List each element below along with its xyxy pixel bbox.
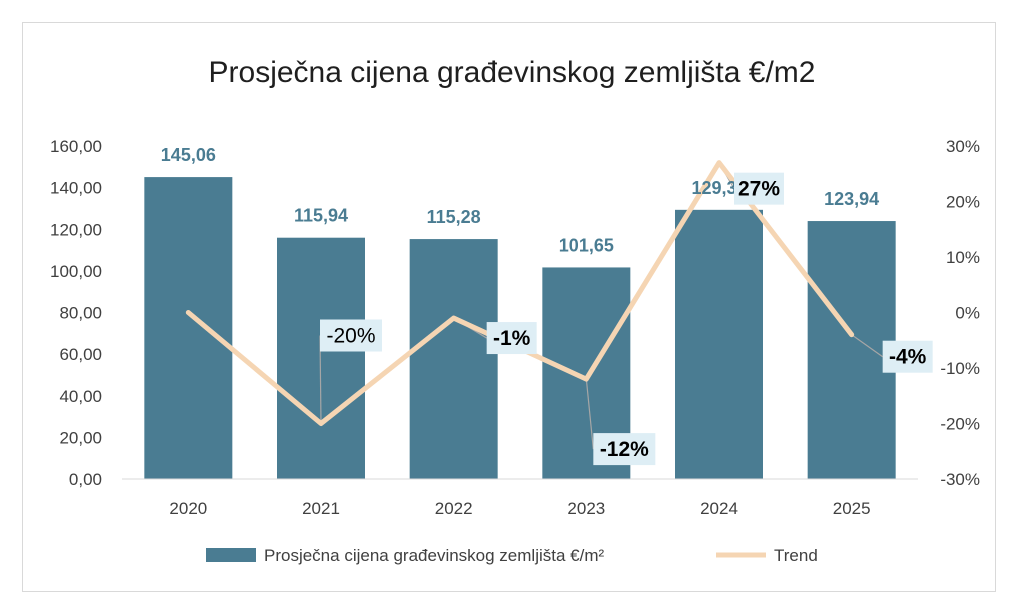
pct-label-box	[734, 172, 784, 205]
y-tick-label: 160,00	[50, 137, 102, 156]
legend-swatch-bar	[206, 548, 256, 562]
bar-value-label: 129,33	[691, 178, 746, 198]
y2-tick-label: 0%	[955, 304, 980, 323]
leader-line	[851, 334, 884, 358]
bar-value-label: 123,94	[824, 189, 879, 209]
x-tick-label: 2023	[567, 499, 605, 518]
bar-2025	[807, 221, 896, 480]
bar-2024	[675, 209, 763, 479]
bar-value-label: 115,28	[427, 207, 481, 227]
leader-line	[585, 379, 594, 450]
y-tick-label: 140,00	[50, 179, 102, 198]
y-tick-label: 0,00	[69, 470, 102, 489]
legend-label-trend: Trend	[774, 546, 818, 565]
y-tick-label: 20,00	[59, 428, 102, 447]
y-tick-label: 100,00	[50, 262, 102, 281]
y2-tick-label: 20%	[946, 193, 980, 212]
x-tick-label: 2021	[302, 499, 340, 518]
pct-label-box	[593, 433, 656, 466]
y2-tick-label: 10%	[946, 248, 980, 267]
bar-2022	[409, 239, 498, 479]
bar-value-label: 101,65	[559, 235, 614, 255]
y-tick-label: 120,00	[50, 220, 102, 239]
pct-label-box	[882, 340, 933, 373]
pct-label: -1%	[493, 327, 531, 350]
pct-label-box	[486, 322, 537, 355]
y2-tick-label: -10%	[940, 359, 980, 378]
y2-tick-label: -20%	[940, 415, 980, 434]
x-tick-label: 2025	[833, 499, 871, 518]
pct-label: -12%	[600, 438, 649, 461]
y2-tick-label: 30%	[946, 137, 980, 156]
bar-value-label: 115,94	[294, 206, 348, 226]
x-tick-label: 2024	[700, 499, 738, 518]
chart-title: Prosječna cijena građevinskog zemljišta …	[208, 56, 816, 89]
pct-label: 27%	[738, 178, 780, 201]
pct-label-box	[320, 319, 382, 352]
y2-tick-label: -30%	[940, 470, 980, 489]
bar-value-label: 145,06	[161, 145, 216, 165]
pct-label: -4%	[889, 346, 927, 369]
y-tick-label: 40,00	[59, 387, 102, 406]
pct-label: -20%	[326, 325, 375, 348]
bar-2021	[277, 237, 365, 479]
legend-label-bar: Prosječna cijena građevinskog zemljišta …	[264, 546, 604, 565]
x-tick-label: 2022	[435, 499, 473, 518]
y-tick-label: 80,00	[59, 304, 102, 323]
x-tick-label: 2020	[169, 499, 207, 518]
bar-2020	[144, 177, 233, 479]
y-tick-label: 60,00	[59, 345, 102, 364]
